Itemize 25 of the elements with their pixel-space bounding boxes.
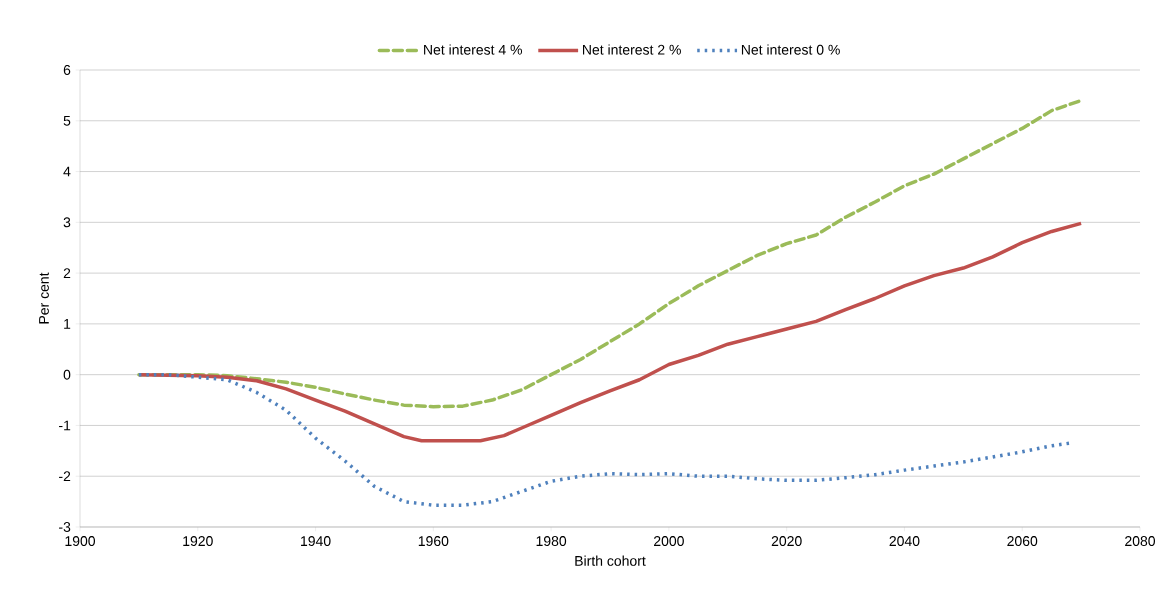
y-tick-label: -1 xyxy=(59,420,71,431)
y-tick-label: 3 xyxy=(63,217,71,228)
x-tick-label: 1940 xyxy=(301,536,331,547)
y-tick-label: -2 xyxy=(59,471,71,482)
x-tick-label: 2000 xyxy=(654,536,684,547)
legend-label: Net interest 4 % xyxy=(424,44,523,55)
x-tick-label: 1960 xyxy=(418,536,449,547)
x-axis-title: Birth cohort xyxy=(575,555,646,566)
y-tick-label: 1 xyxy=(64,319,71,329)
y-axis-title: Per cent xyxy=(39,272,49,324)
y-tick-label: -3 xyxy=(59,522,71,532)
x-tick-label: 2040 xyxy=(889,536,920,547)
y-tick-label: 5 xyxy=(63,115,71,126)
legend-label: Net interest 0 % xyxy=(741,44,840,55)
x-tick-label: 1980 xyxy=(536,536,567,547)
y-tick-label: 0 xyxy=(63,369,71,380)
y-tick-label: 4 xyxy=(63,166,71,177)
x-tick-label: 1920 xyxy=(183,536,213,547)
x-tick-label: 2080 xyxy=(1125,536,1156,547)
x-tick-label: 2020 xyxy=(771,536,802,547)
y-tick-label: 6 xyxy=(63,65,71,75)
x-tick-label: 1900 xyxy=(65,536,96,547)
x-tick-label: 2060 xyxy=(1007,536,1038,547)
y-tick-label: 2 xyxy=(63,268,71,278)
legend-label: Net interest 2 % xyxy=(583,44,681,55)
